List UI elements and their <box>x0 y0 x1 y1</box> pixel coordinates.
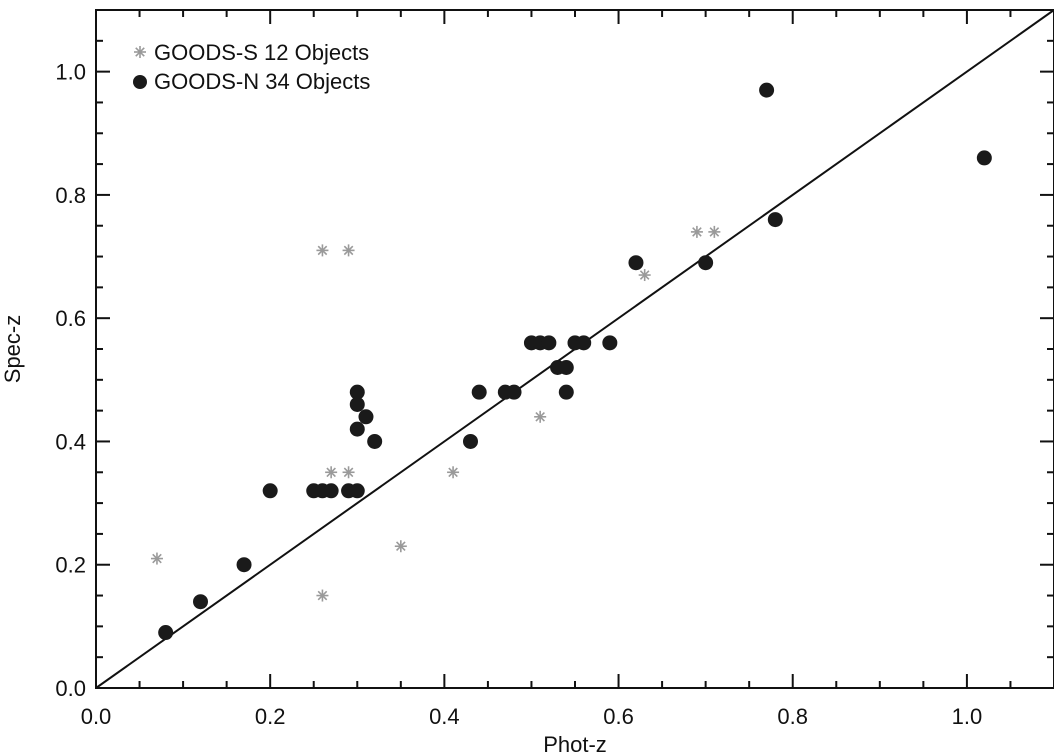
goods-n-point <box>541 335 557 351</box>
goods-n-point <box>602 335 618 351</box>
goods-n-point <box>349 483 365 499</box>
legend-label-goods-s: GOODS-S 12 Objects <box>154 40 369 65</box>
axis-tick-labels: 0.0 0.2 0.4 0.6 0.8 1.0 0.0 0.2 0.4 0.6 0.8 1.0 <box>55 60 982 729</box>
goods-s-point <box>708 225 721 238</box>
goods-n-point <box>558 384 574 400</box>
goods-s-point <box>690 225 703 238</box>
x-tick-label: 0.8 <box>777 704 808 729</box>
legend-asterisk-icon <box>134 46 146 58</box>
goods-n-point <box>367 433 383 449</box>
goods-n-point <box>462 433 478 449</box>
legend-marker-goods-s <box>134 46 146 58</box>
goods-n-point <box>358 409 374 425</box>
x-tick-label: 0.6 <box>603 704 634 729</box>
goods-n-point <box>698 255 714 271</box>
goods-n-point <box>471 384 487 400</box>
goods-s-point <box>316 244 329 257</box>
goods-s-point <box>342 244 355 257</box>
x-tick-label: 0.4 <box>429 704 460 729</box>
goods-s-point <box>534 410 547 423</box>
goods-s-point <box>342 466 355 479</box>
goods-n-point <box>158 625 174 641</box>
x-tick-label: 1.0 <box>952 704 983 729</box>
goods-n-point <box>193 594 209 610</box>
goods-n-point <box>976 150 992 166</box>
goods-n-point <box>349 421 365 437</box>
goods-n-point <box>576 335 592 351</box>
y-tick-label: 0.0 <box>55 676 86 701</box>
goods-n-point <box>558 359 574 375</box>
goods-n-point <box>506 384 522 400</box>
goods-n-point <box>349 396 365 412</box>
goods-s-point <box>447 466 460 479</box>
goods-n-point <box>262 483 278 499</box>
y-tick-label: 0.2 <box>55 553 86 578</box>
legend-marker-goods-n <box>133 75 147 89</box>
y-tick-label: 1.0 <box>55 60 86 85</box>
legend-label-goods-n: GOODS-N 34 Objects <box>154 69 370 94</box>
y-axis-title: Spec-z <box>0 315 25 383</box>
goods-n-point <box>767 212 783 228</box>
goods-n-point <box>236 557 252 573</box>
data-points <box>150 82 992 641</box>
goods-s-point <box>638 269 651 282</box>
goods-n-point <box>759 82 775 98</box>
x-tick-label: 0.0 <box>81 704 112 729</box>
y-tick-label: 0.4 <box>55 429 86 454</box>
goods-s-point <box>394 540 407 553</box>
goods-s-point <box>325 466 338 479</box>
y-tick-label: 0.8 <box>55 183 86 208</box>
goods-n-point <box>628 255 644 271</box>
x-axis-title: Phot-z <box>543 732 607 756</box>
goods-s-point <box>316 589 329 602</box>
x-tick-label: 0.2 <box>255 704 286 729</box>
legend-dot-icon <box>133 75 147 89</box>
goods-n-point <box>349 384 365 400</box>
axis-ticks <box>95 9 1054 689</box>
y-tick-label: 0.6 <box>55 306 86 331</box>
legend: GOODS-S 12 Objects GOODS-N 34 Objects <box>133 40 370 94</box>
goods-s-point <box>150 552 163 565</box>
goods-n-point <box>323 483 339 499</box>
